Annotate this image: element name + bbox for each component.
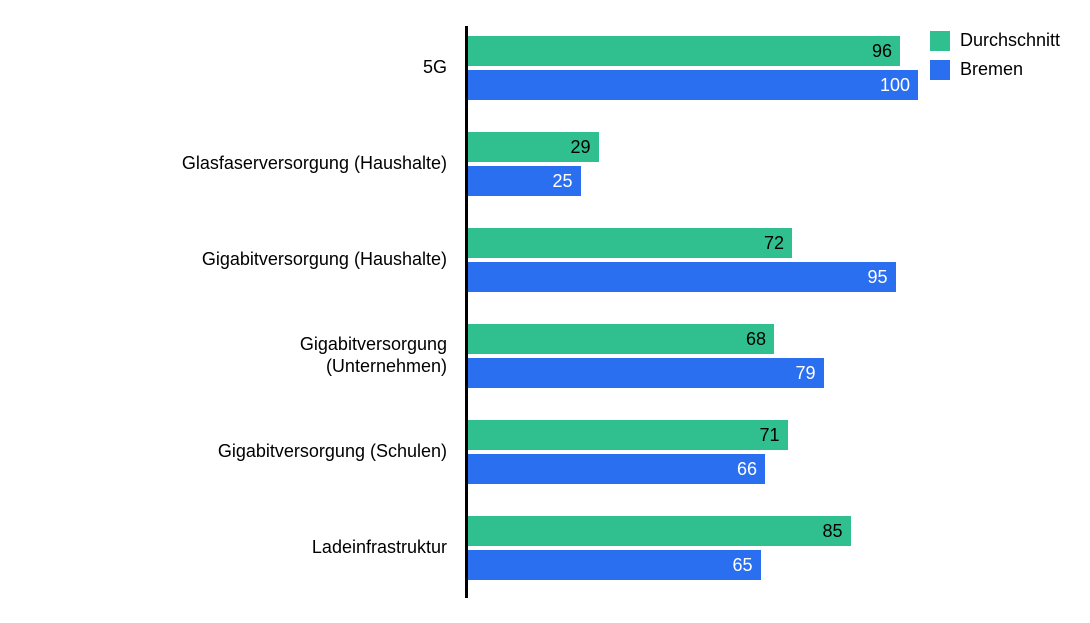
y-axis-line — [465, 26, 468, 598]
category-label: Glasfaserversorgung (Haushalte) — [0, 153, 447, 175]
bar-value-label: 85 — [822, 516, 842, 546]
bar: 79 — [468, 358, 824, 388]
legend-item-bremen: Bremen — [930, 59, 1060, 80]
bar-value-label: 25 — [552, 166, 572, 196]
bar-chart: Durchschnitt Bremen 5G 96 100 Glasfaservers… — [0, 0, 1090, 623]
bar: 96 — [468, 36, 900, 66]
bar-value-label: 72 — [764, 228, 784, 258]
bar: 95 — [468, 262, 896, 292]
legend-label-bremen: Bremen — [960, 59, 1023, 80]
bar: 25 — [468, 166, 581, 196]
category-label: Gigabitversorgung (Schulen) — [0, 441, 447, 463]
category-label: Gigabitversorgung (Haushalte) — [0, 249, 447, 271]
category-label: Ladeinfrastruktur — [0, 537, 447, 559]
legend-label-durchschnitt: Durchschnitt — [960, 30, 1060, 51]
legend-item-durchschnitt: Durchschnitt — [930, 30, 1060, 51]
bar-value-label: 68 — [746, 324, 766, 354]
legend-swatch-durchschnitt — [930, 31, 950, 51]
bar: 68 — [468, 324, 774, 354]
bar: 66 — [468, 454, 765, 484]
category-label: 5G — [0, 57, 447, 79]
bar-value-label: 100 — [880, 70, 910, 100]
bar: 29 — [468, 132, 599, 162]
bar-value-label: 95 — [867, 262, 887, 292]
legend-swatch-bremen — [930, 60, 950, 80]
bar-value-label: 96 — [872, 36, 892, 66]
bar: 85 — [468, 516, 851, 546]
bar-value-label: 71 — [759, 420, 779, 450]
bar-value-label: 79 — [795, 358, 815, 388]
bar-value-label: 66 — [737, 454, 757, 484]
bar: 71 — [468, 420, 788, 450]
legend: Durchschnitt Bremen — [930, 30, 1060, 88]
bar: 65 — [468, 550, 761, 580]
bar-value-label: 29 — [570, 132, 590, 162]
bar: 72 — [468, 228, 792, 258]
bar-value-label: 65 — [732, 550, 752, 580]
bar: 100 — [468, 70, 918, 100]
category-label: Gigabitversorgung (Unternehmen) — [0, 334, 447, 377]
